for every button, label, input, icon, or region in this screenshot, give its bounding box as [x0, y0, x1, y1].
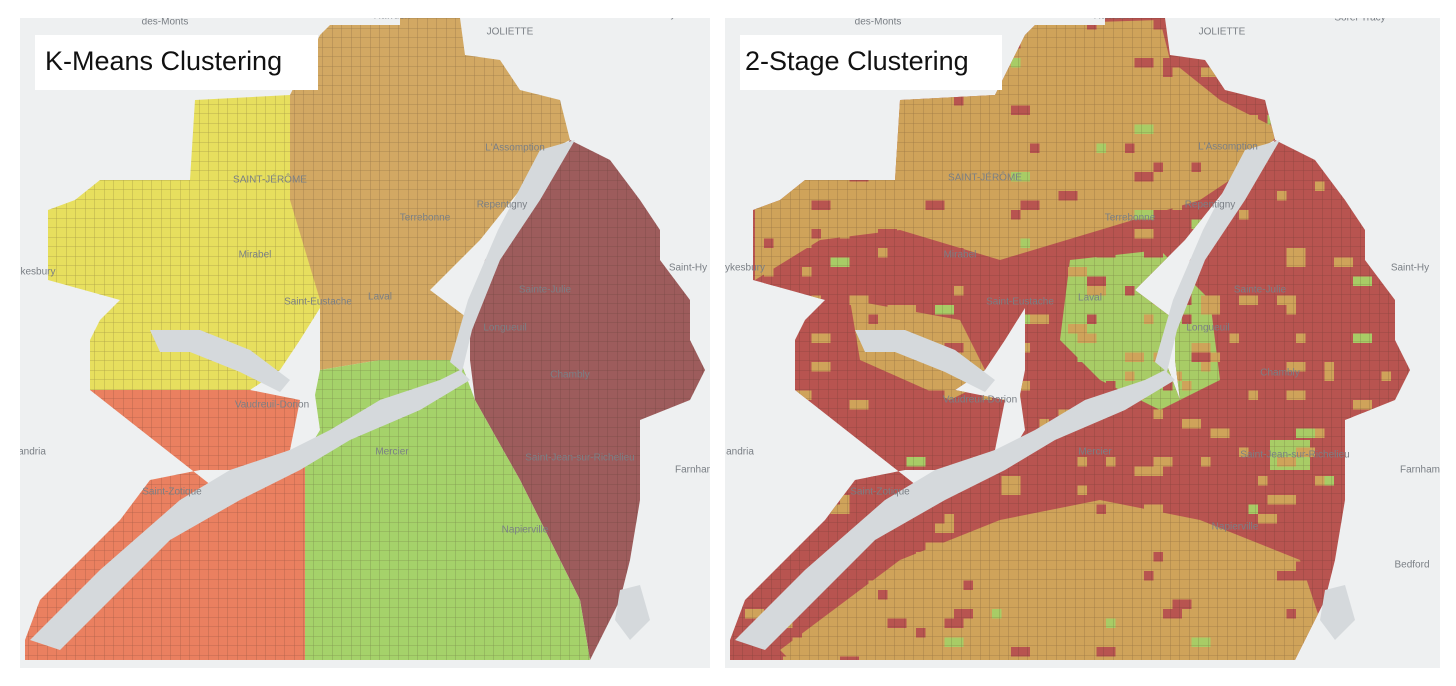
place-label: JOLIETTE: [1199, 27, 1246, 38]
place-label: JOLIETTE: [487, 27, 534, 38]
place-label: Repentigny: [477, 200, 528, 211]
place-label: des-Monts: [142, 17, 189, 28]
place-label: Saint-Eustache: [284, 297, 352, 308]
place-label: Vaudreuil-Dorion: [235, 400, 309, 411]
place-label: Laval: [1078, 293, 1102, 304]
place-label: Longueuil: [483, 323, 526, 334]
place-label: Mercier: [375, 447, 409, 458]
place-label: Napierville: [502, 525, 549, 536]
place-label: Rawdon: [1094, 11, 1131, 22]
place-label: Saint-Jean-sur-Richelieu: [1240, 450, 1350, 461]
place-label: Mercier: [1078, 447, 1112, 458]
place-label: Sorel-Tracy: [1334, 13, 1385, 24]
place-label: SAINT-JÉRÔME: [233, 173, 307, 186]
map-panel: 2-Stage Clustering des-Monts Rawdon Sorel-…: [725, 11, 1440, 668]
place-label: Saint-Jean-sur-Richelieu: [525, 453, 635, 464]
place-label: Saint-Eustache: [986, 297, 1054, 308]
place-label: Bedford: [1394, 560, 1429, 571]
place-label: Farnham: [675, 465, 715, 476]
place-label: Mirabel: [239, 250, 272, 261]
place-label: des-Monts: [855, 17, 902, 28]
place-label: Saint-Hy: [669, 263, 707, 274]
place-label: Terrebonne: [400, 213, 451, 224]
place-label: Mirabel: [944, 250, 977, 261]
place-label: L'Assomption: [1198, 142, 1258, 153]
place-label: andria: [726, 447, 754, 458]
place-label: Sainte-Julie: [1234, 285, 1287, 296]
place-label: Farnham: [1400, 465, 1440, 476]
place-label: Saint-Zotique: [142, 487, 202, 498]
place-label: Sainte-Julie: [519, 285, 572, 296]
place-label: Vaudreuil-Dorion: [943, 395, 1017, 406]
map-panel: K-Means Clustering des-Monts Rawdon Sorel-…: [18, 10, 715, 668]
place-label: Repentigny: [1185, 200, 1236, 211]
place-label: Chambly: [1260, 368, 1299, 379]
place-label: Saint-Hy: [1391, 263, 1429, 274]
place-label: Chambly: [550, 370, 589, 381]
panel-title: 2-Stage Clustering: [745, 46, 969, 76]
place-label: Saint-Zotique: [850, 487, 910, 498]
place-label: andria: [18, 447, 46, 458]
place-label: kesbury: [20, 267, 55, 278]
place-label: Terrebonne: [1105, 213, 1156, 224]
place-label: Napierville: [1212, 522, 1259, 533]
place-label: Laval: [368, 292, 392, 303]
panel-title: K-Means Clustering: [45, 46, 282, 76]
title-box: [35, 35, 318, 90]
place-label: ykesbury: [725, 263, 765, 274]
place-label: L'Assomption: [485, 143, 545, 154]
place-label: SAINT-JÉRÔME: [948, 171, 1022, 184]
place-label: Rawdon: [374, 11, 411, 22]
title-box: [740, 35, 1002, 90]
place-label: Longueuil: [1186, 323, 1229, 334]
place-label: Sorel-Tracy: [624, 10, 675, 21]
